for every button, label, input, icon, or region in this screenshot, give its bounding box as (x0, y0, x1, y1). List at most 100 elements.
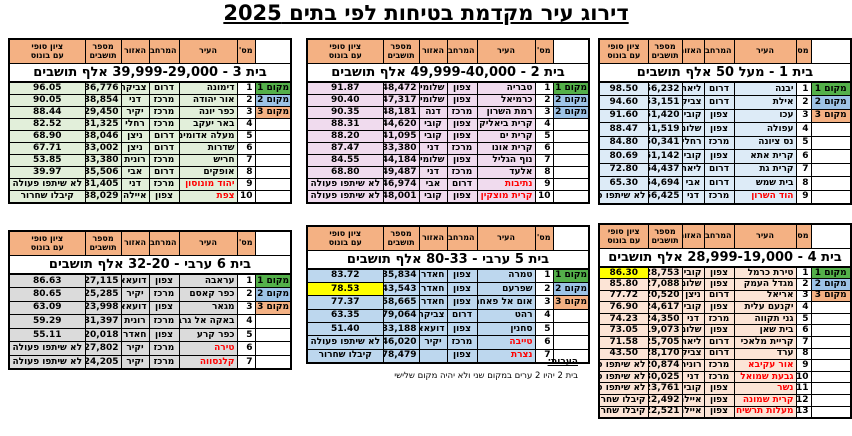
table-house-3: בית 3 - 39,999-29,000 אלף תושבים מס' העיר ה… (8, 38, 292, 204)
cell-population: 35,506 (84, 166, 122, 180)
cell-district: דרום (446, 178, 478, 192)
cell-district: צפון (446, 93, 478, 107)
cell-area: דני (120, 93, 150, 107)
cell-population: 53,151 (647, 95, 683, 110)
cell-city: קרית ים (476, 129, 536, 143)
cell-population: 61,142 (647, 149, 683, 164)
cell-score: 53.85 (8, 154, 86, 168)
place-empty (254, 327, 292, 343)
table-row: מקום 2 2 שפרעם צפון חאדר 43,543 78.53 (306, 281, 590, 297)
cell-rank: 2 (795, 95, 812, 110)
cell-population: 22,521 (647, 405, 683, 419)
cell-score: 88.31 (306, 117, 384, 131)
table-title: בית 4 - 28,999-19,000 אלף תושבים (598, 247, 852, 268)
cell-rank: 2 (236, 287, 256, 302)
table-row: 4 יקנעם עלית צפון קובי 24,617 76.90 (598, 301, 852, 314)
place-badge: מקום 1 (810, 266, 852, 280)
place-empty (254, 117, 292, 131)
cell-district: מרכז (148, 341, 180, 357)
cell-area: ניצן (120, 141, 150, 156)
cell-city: נשר (733, 382, 797, 396)
place-empty (254, 314, 292, 329)
cell-city: סחנין (476, 322, 536, 337)
cell-population: 47,317 (382, 93, 420, 107)
cell-population: 20,520 (647, 289, 683, 303)
cell-population: 29,450 (84, 105, 122, 119)
cell-area: איילה (681, 394, 705, 407)
table-row: מקום 1 1 דימונה דרום צביקה 36,776 96.05 (8, 81, 292, 95)
place-empty (810, 135, 852, 150)
cell-rank: 6 (236, 141, 256, 156)
table-row: 4 רהט דרום צביקה 79,064 63.35 (306, 308, 590, 324)
cell-area: יקיר (120, 287, 150, 302)
header-place (552, 225, 590, 251)
place-empty (810, 122, 852, 137)
cell-area: קובי (681, 266, 705, 280)
cell-city: טמרה (476, 268, 536, 283)
table-house-2: בית 2 - 49,999-40,000 אלף תושבים מס' העיר ה… (306, 38, 590, 204)
cell-area: קובי (681, 108, 705, 123)
table-row: 5 סחנין צפון דועאא 33,188 51.40 (306, 322, 590, 337)
cell-city: מגאר (178, 300, 238, 316)
cell-district: דרום (703, 81, 735, 96)
cell-score: 98.50 (598, 81, 649, 96)
cell-population: 64,437 (647, 162, 683, 177)
place-badge: מקום 2 (254, 287, 292, 302)
cell-area: קובי (418, 190, 448, 204)
cell-city: דימונה (178, 81, 238, 95)
cell-district: מרכז (148, 117, 180, 131)
cell-rank: 4 (795, 301, 812, 314)
cell-district: צפון (703, 382, 735, 396)
cell-population: 36,776 (84, 81, 122, 95)
cell-rank: 1 (236, 81, 256, 95)
cell-district: צפון (446, 117, 478, 131)
cell-score: 39.97 (8, 166, 86, 180)
table-row: מקום 3 3 מגאר צפון דועאא 23,998 63.09 (8, 300, 292, 316)
cell-district: צפון (446, 190, 478, 204)
cell-rank: 2 (534, 281, 554, 297)
cell-city: יבנה (733, 81, 797, 96)
cell-district: דרום (446, 308, 478, 324)
cell-city: בית שמש (733, 176, 797, 191)
cell-city: נתיבות (476, 178, 536, 192)
cell-population: 78,479 (382, 348, 420, 364)
cell-district: מרכז (148, 314, 180, 329)
cell-district: מרכז (703, 189, 735, 204)
cell-rank: 6 (795, 149, 812, 164)
cell-population: 33,002 (84, 141, 122, 156)
cell-area: איילה (681, 405, 705, 419)
header-population: מספר תושבים (84, 38, 122, 64)
cell-rank: 10 (795, 370, 812, 384)
header-city: העיר (178, 230, 238, 256)
place-empty (254, 141, 292, 156)
cell-population: 61,519 (647, 122, 683, 137)
table-row: מקום 3 3 עכו צפון קובי 51,420 91.60 (598, 108, 852, 123)
header-score: ציון סופי עם בונוס (598, 38, 649, 64)
header-score: ציון סופי עם בונוס (306, 38, 384, 64)
cell-score: לא שיתפו פעולה (598, 370, 649, 384)
cell-population: 23,998 (84, 300, 122, 316)
cell-score: 94.60 (598, 95, 649, 110)
header-city: העיר (476, 38, 536, 64)
cell-population: 20,018 (84, 327, 122, 343)
cell-score: 90.05 (8, 93, 86, 107)
cell-area: קובי (681, 149, 705, 164)
cell-population: 44,184 (382, 154, 420, 168)
cell-rank: 1 (534, 81, 554, 95)
cell-area: חאדר (418, 268, 448, 283)
cell-rank: 7 (795, 162, 812, 177)
place-badge: מקום 1 (254, 273, 292, 289)
cell-score: 72.80 (598, 162, 649, 177)
cell-rank: 3 (236, 300, 256, 316)
cell-rank: 10 (236, 190, 256, 204)
cell-area: יקיר (120, 355, 150, 370)
place-empty (810, 347, 852, 361)
cell-score: 83.72 (306, 268, 384, 283)
cell-area: אבי (681, 176, 705, 191)
notes-line: בית 2 יהיו 2 ערים במקום שני ולא יהיה מקו… (394, 371, 578, 381)
cell-district: צפון (148, 327, 180, 343)
cell-score: 59.29 (8, 314, 86, 329)
header-city: העיר (476, 225, 536, 251)
